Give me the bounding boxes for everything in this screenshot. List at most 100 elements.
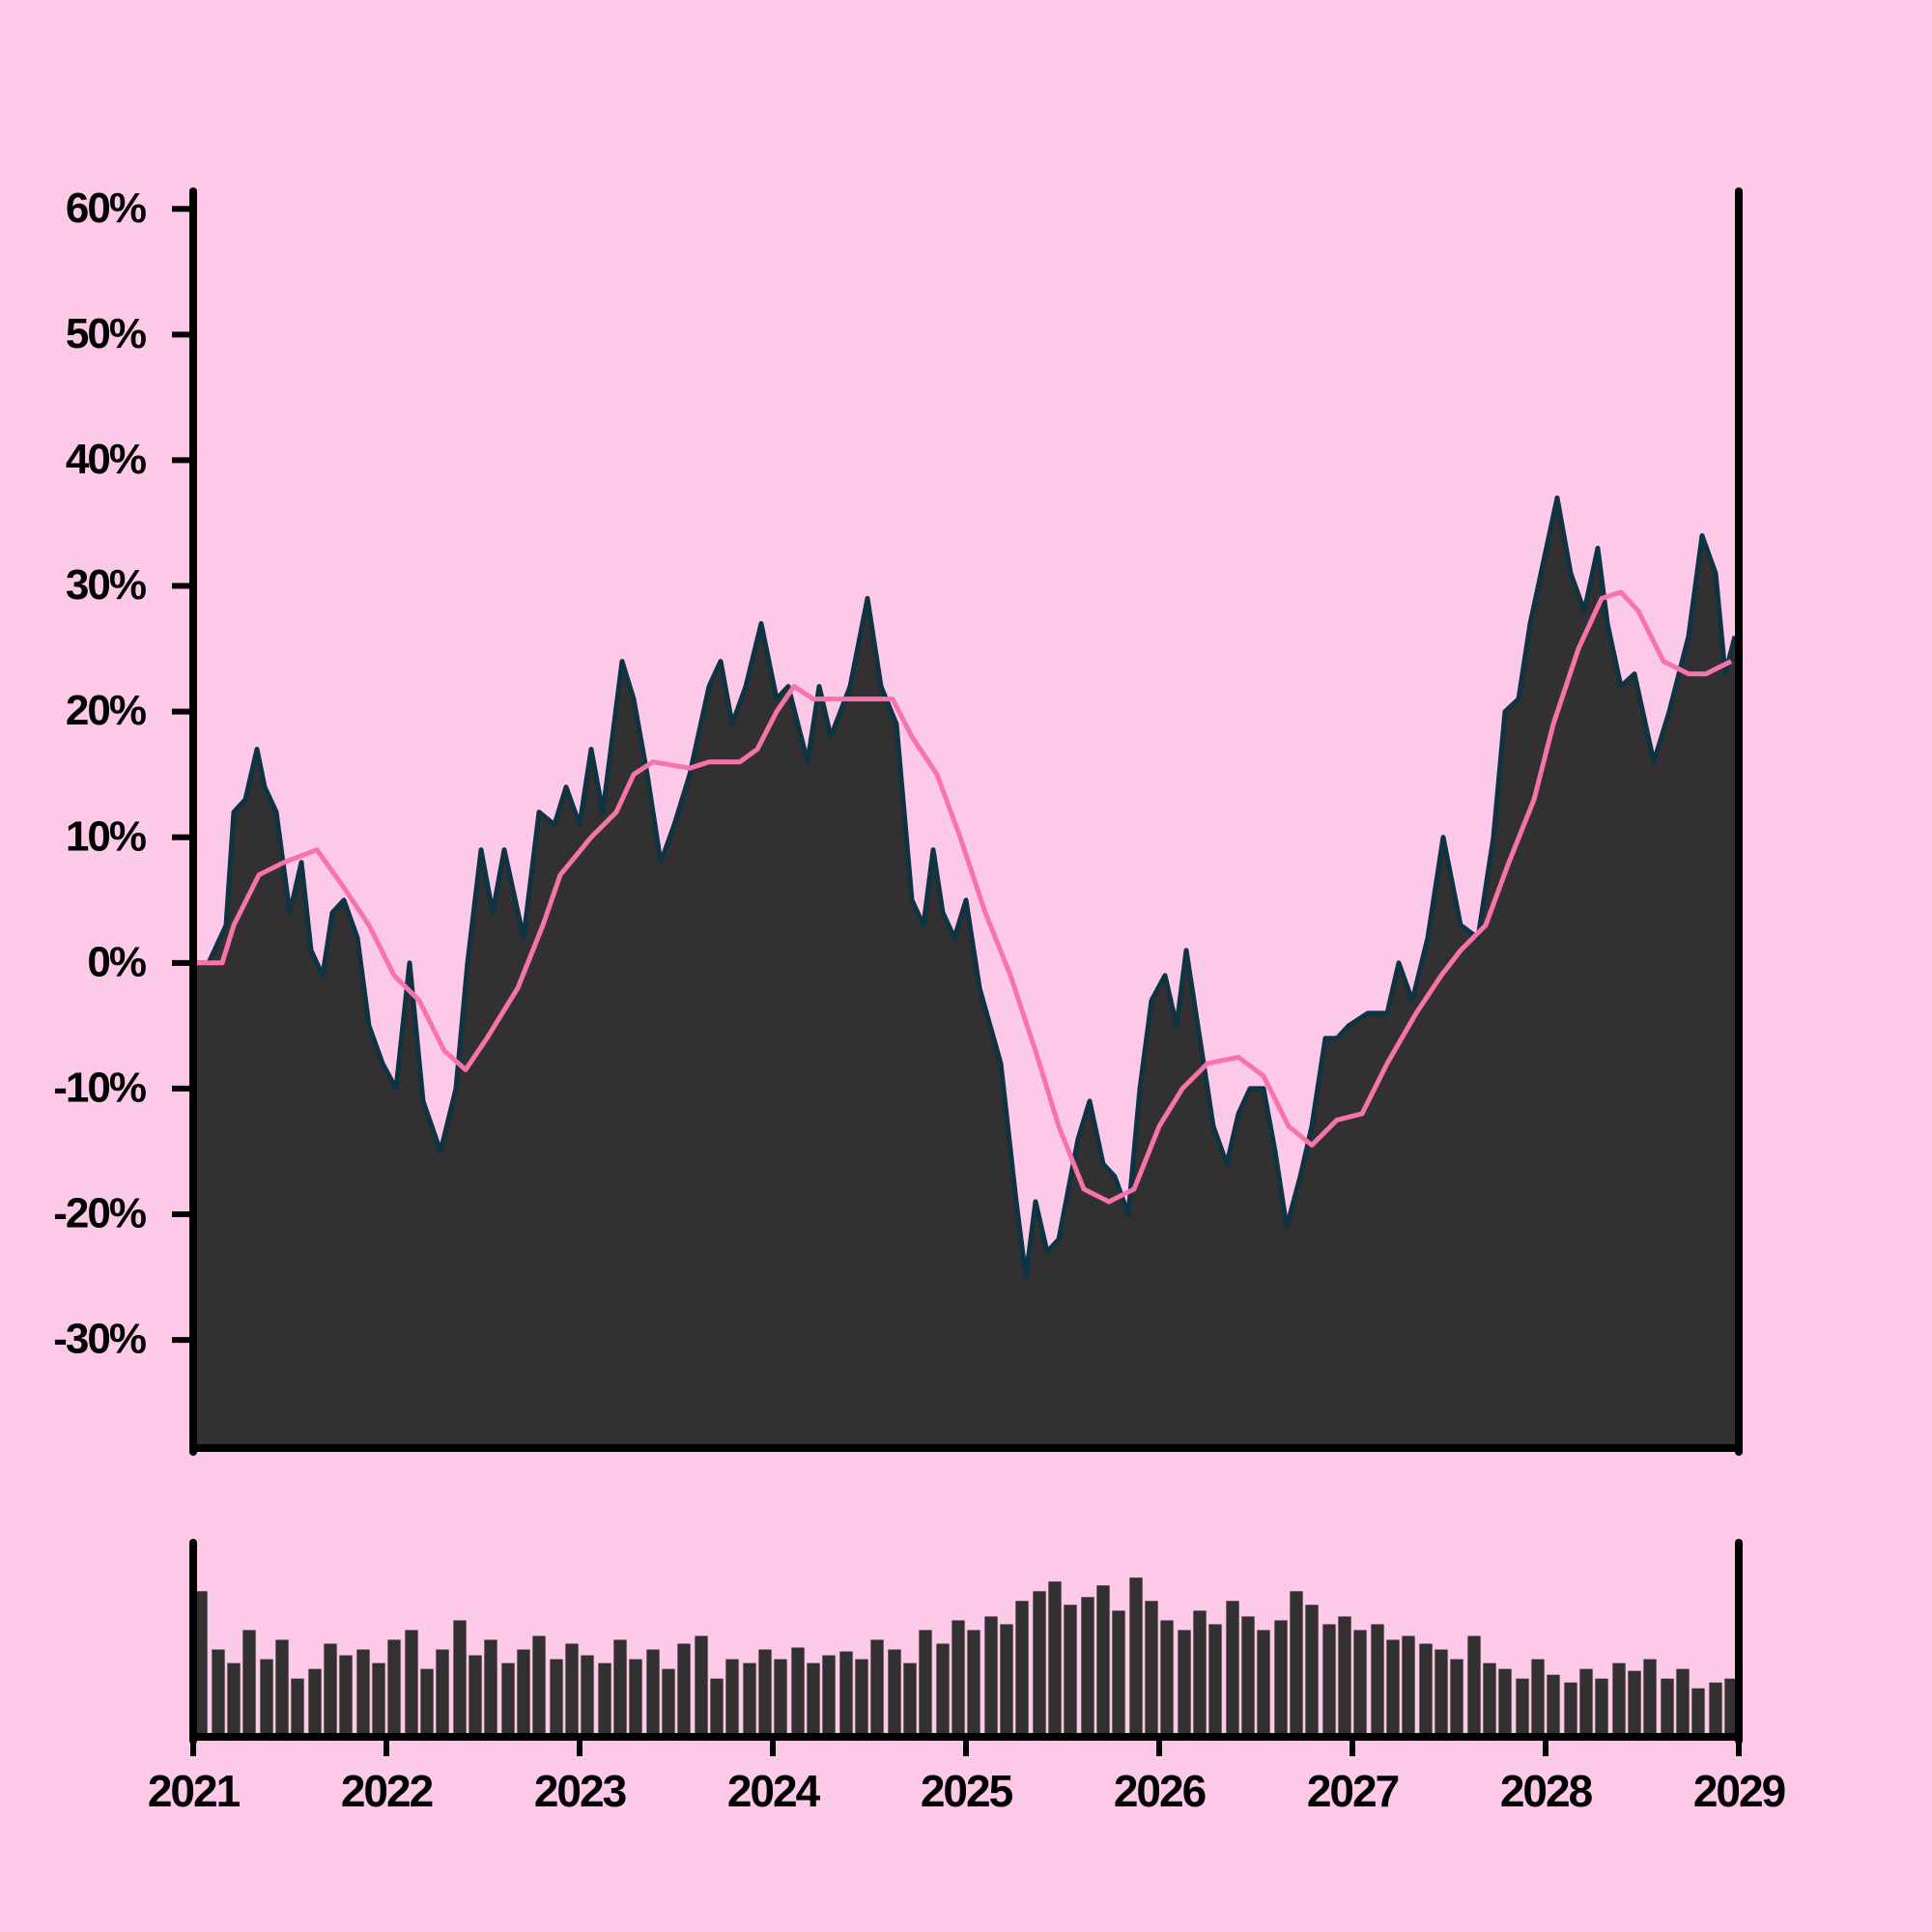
y-tick-label: 10% bbox=[66, 812, 146, 860]
volume-bar bbox=[1226, 1601, 1239, 1737]
volume-bar bbox=[1000, 1624, 1013, 1737]
volume-bar bbox=[1450, 1659, 1463, 1737]
volume-bar bbox=[1257, 1630, 1270, 1737]
y-tick-label: -30% bbox=[53, 1316, 146, 1363]
volume-bar bbox=[356, 1649, 370, 1737]
x-tick-label: 2025 bbox=[921, 1766, 1013, 1816]
volume-bar bbox=[275, 1639, 289, 1737]
volume-bar bbox=[1112, 1610, 1125, 1737]
volume-bar bbox=[1579, 1668, 1593, 1737]
volume-bar bbox=[1564, 1682, 1577, 1737]
volume-bar bbox=[952, 1620, 965, 1737]
volume-bar bbox=[1193, 1610, 1207, 1737]
volume-bar bbox=[405, 1630, 418, 1737]
volume-bar bbox=[677, 1643, 691, 1737]
volume-bar bbox=[387, 1639, 401, 1737]
volume-bar bbox=[1386, 1639, 1400, 1737]
volume-bar bbox=[967, 1630, 980, 1737]
volume-bar bbox=[822, 1655, 836, 1737]
y-tick-label: 50% bbox=[66, 310, 146, 357]
volume-bar bbox=[1531, 1659, 1545, 1737]
x-tick-label: 2029 bbox=[1693, 1766, 1785, 1816]
volume-bar bbox=[1628, 1670, 1641, 1737]
y-tick-label: 60% bbox=[66, 185, 146, 232]
y-tick-label: -20% bbox=[53, 1190, 146, 1237]
y-tick-label: 30% bbox=[66, 561, 146, 609]
volume-bar bbox=[984, 1616, 998, 1737]
volume-bar bbox=[1290, 1591, 1303, 1737]
volume-bar bbox=[1419, 1643, 1433, 1737]
y-tick-label: 20% bbox=[66, 687, 146, 734]
volume-bar bbox=[1516, 1678, 1529, 1737]
y-tick-label: 40% bbox=[66, 436, 146, 483]
volume-bar bbox=[1691, 1688, 1705, 1737]
volume-bar bbox=[1015, 1601, 1029, 1737]
volume-bar bbox=[1305, 1605, 1319, 1737]
volume-bar bbox=[1724, 1678, 1738, 1737]
volume-bar bbox=[1048, 1581, 1062, 1737]
volume-bar bbox=[532, 1635, 546, 1737]
volume-bar bbox=[903, 1662, 917, 1737]
volume-bar bbox=[1547, 1674, 1560, 1737]
x-tick-label: 2026 bbox=[1114, 1766, 1206, 1816]
volume-bar bbox=[1595, 1678, 1608, 1737]
volume-bar bbox=[372, 1662, 385, 1737]
volume-bar bbox=[710, 1678, 724, 1737]
volume-bar bbox=[598, 1662, 611, 1737]
volume-bar bbox=[1661, 1678, 1674, 1737]
volume-bar bbox=[581, 1655, 594, 1737]
volume-bar bbox=[855, 1659, 868, 1737]
volume-bar bbox=[1709, 1682, 1722, 1737]
volume-bar bbox=[774, 1659, 787, 1737]
volume-bar bbox=[1402, 1635, 1415, 1737]
volume-bar bbox=[1129, 1577, 1143, 1737]
volume-bar bbox=[501, 1662, 515, 1737]
volume-bar bbox=[758, 1649, 772, 1737]
volume-bar bbox=[743, 1662, 756, 1737]
x-tick-label: 2023 bbox=[534, 1766, 626, 1816]
volume-bar bbox=[436, 1649, 449, 1737]
main-panel: -30% -20% -10% 0% 10% 20% 30% 40% 50% 60% bbox=[53, 185, 1743, 1456]
volume-bar bbox=[629, 1659, 642, 1737]
volume-bar bbox=[1145, 1601, 1158, 1737]
volume-bar bbox=[469, 1655, 482, 1737]
x-tick-label: 2028 bbox=[1500, 1766, 1593, 1816]
volume-bar bbox=[453, 1620, 467, 1737]
volume-bar bbox=[324, 1643, 337, 1737]
y-tick-label: -10% bbox=[53, 1065, 146, 1112]
volume-bar bbox=[242, 1630, 256, 1737]
x-tick-label: 2027 bbox=[1307, 1766, 1399, 1816]
volume-bar bbox=[1467, 1635, 1481, 1737]
volume-bar bbox=[194, 1591, 208, 1737]
volume-bar bbox=[1371, 1624, 1384, 1737]
volume-bar bbox=[291, 1678, 304, 1737]
volume-bar bbox=[227, 1662, 241, 1737]
x-tick-label: 2021 bbox=[148, 1766, 241, 1816]
volume-bar bbox=[1178, 1630, 1191, 1737]
volume-bar bbox=[517, 1649, 530, 1737]
volume-bar bbox=[420, 1668, 434, 1737]
volume-bar bbox=[1160, 1620, 1174, 1737]
moving-average-line bbox=[197, 589, 1733, 1205]
volume-bar bbox=[1643, 1659, 1657, 1737]
volume-bar bbox=[484, 1639, 497, 1737]
volume-bar bbox=[1612, 1662, 1626, 1737]
volume-bar bbox=[1064, 1605, 1077, 1737]
volume-bar bbox=[725, 1659, 739, 1737]
volume-bar bbox=[308, 1668, 322, 1737]
volume-bar bbox=[1676, 1668, 1690, 1737]
x-tick-label: 2022 bbox=[341, 1766, 433, 1816]
volume-bar bbox=[1435, 1649, 1448, 1737]
volume-bar bbox=[791, 1647, 805, 1737]
volume-bar bbox=[1208, 1624, 1222, 1737]
volume-panel: 2021 2022 2023 2024 2025 2026 2027 2028 2029 bbox=[148, 1539, 1787, 1816]
volume-bar bbox=[1498, 1668, 1512, 1737]
volume-bar bbox=[1322, 1624, 1336, 1737]
volume-bar bbox=[1353, 1630, 1367, 1737]
volume-bar bbox=[613, 1639, 627, 1737]
volume-bar bbox=[1033, 1591, 1046, 1737]
volume-bar bbox=[936, 1643, 950, 1737]
volume-bar bbox=[870, 1639, 884, 1737]
volume-bar bbox=[1338, 1616, 1351, 1737]
